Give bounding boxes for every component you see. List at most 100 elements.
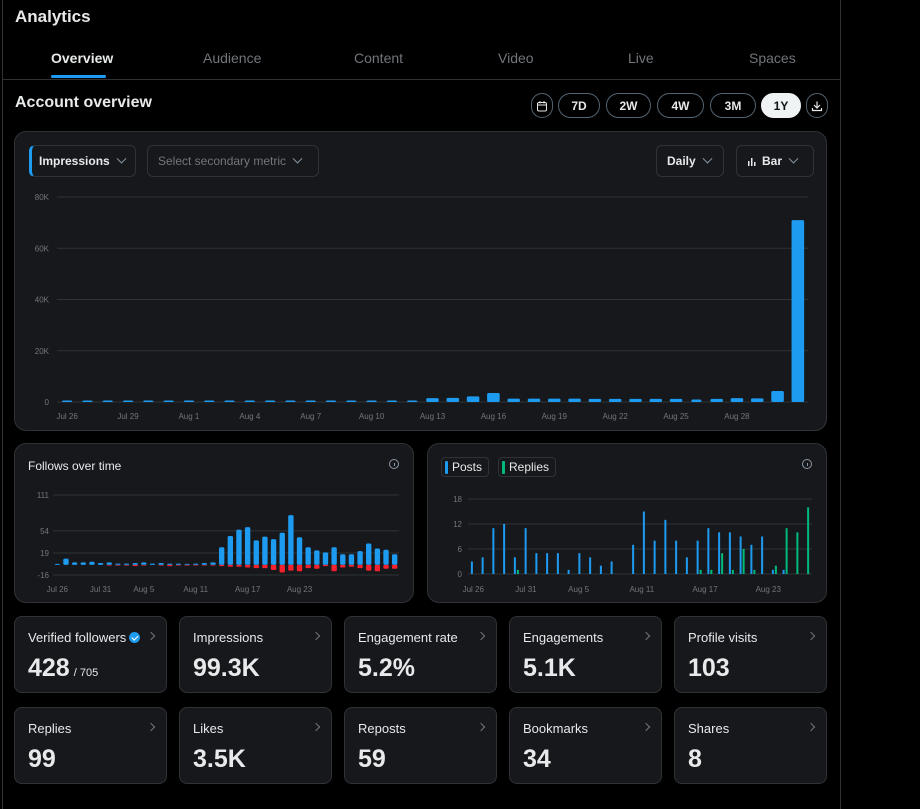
range-2w-button[interactable]: 2W [606,93,651,118]
tab-spaces[interactable]: Spaces [749,50,796,66]
legend-replies[interactable]: Replies [498,457,557,477]
stat-label: Impressions [193,630,263,645]
x-tick-label: Jul 29 [117,412,139,421]
follows-bar [193,563,199,565]
follows-bar [262,536,268,565]
follows-bar [374,548,381,565]
replies-bar [699,569,702,574]
range-7d-button[interactable]: 7D [558,93,600,118]
replies-bar [785,528,788,574]
posts-bar [513,557,516,574]
tab-overview[interactable]: Overview [51,50,114,66]
unfollows-bar [184,564,190,566]
follows-bar [244,527,251,565]
impressions-bar [62,400,73,402]
stat-card-engagements[interactable]: Engagements 5.1K [509,616,662,693]
calendar-button[interactable] [531,93,553,118]
stat-card-engagement-rate[interactable]: Engagement rate 5.2% [344,616,497,693]
stat-value-text: 99 [28,745,56,773]
stat-label-text: Engagements [523,630,604,645]
unfollows-bar [236,564,242,567]
tab-video[interactable]: Video [498,50,534,66]
unfollows-bar [331,564,337,572]
range-3m-button[interactable]: 3M [710,93,756,118]
primary-metric-dropdown[interactable]: Impressions [29,145,136,177]
stat-card-replies[interactable]: Replies 99 [14,707,167,784]
stat-card-likes[interactable]: Likes 3.5K [179,707,332,784]
stat-value: 428/ 705 [28,654,98,683]
info-icon[interactable] [389,459,399,469]
legend-posts[interactable]: Posts [441,457,490,477]
impressions-bar [244,400,255,402]
info-icon[interactable] [802,459,812,469]
secondary-metric-dropdown[interactable]: Select secondary metric [147,145,319,177]
stat-label-text: Reposts [358,721,406,736]
stat-card-shares[interactable]: Shares 8 [674,707,827,784]
stat-value: 8 [688,745,702,774]
x-tick-label: Aug 19 [542,412,568,421]
y-tick-label: 60K [35,244,50,253]
stat-label: Engagement rate [358,630,458,645]
range-1y-button[interactable]: 1Y [761,93,801,118]
stat-card-impressions[interactable]: Impressions 99.3K [179,616,332,693]
stat-value: 103 [688,654,730,683]
download-icon [811,101,823,111]
follows-bar [106,562,112,565]
y-tick-label: 54 [40,527,49,536]
x-tick-label: Aug 22 [602,412,628,421]
follows-bar [253,540,259,565]
legend-replies-label: Replies [509,460,550,474]
stat-value: 3.5K [193,745,246,774]
x-tick-label: Aug 13 [420,412,446,421]
stat-value: 5.1K [523,654,576,683]
tab-live[interactable]: Live [628,50,654,66]
stat-card-bookmarks[interactable]: Bookmarks 34 [509,707,662,784]
impressions-bar [507,398,520,402]
impressions-bar [407,400,418,402]
stat-card-profile-visits[interactable]: Profile visits 103 [674,616,827,693]
chevron-right-icon [311,631,321,641]
stat-label-text: Replies [28,721,72,736]
unfollows-bar [167,564,173,567]
chart-style-dropdown[interactable]: Bar [736,145,814,177]
stat-label: Bookmarks [523,721,588,736]
download-button[interactable] [806,93,828,118]
follows-bar [89,561,95,565]
tab-audience[interactable]: Audience [203,50,262,66]
stat-label-text: Verified followers [28,630,127,645]
stat-value-text: 103 [688,654,730,682]
impressions-bar [102,400,113,402]
stat-value-text: 5.2% [358,654,415,682]
stat-value: 99.3K [193,654,260,683]
tab-content[interactable]: Content [354,50,404,66]
posts-bar [481,557,484,574]
follows-bar [54,563,61,565]
unfollows-bar [141,564,147,566]
unfollows-bar [132,564,138,567]
secondary-metric-placeholder: Select secondary metric [158,154,287,168]
chevron-right-icon [806,631,816,641]
posts-bar [653,540,656,574]
unfollows-bar [288,564,294,571]
follows-bar [97,563,104,565]
unfollows-bar [244,564,251,568]
calendar-icon [537,100,547,111]
chevron-right-icon [146,631,156,641]
range-4w-button[interactable]: 4W [657,93,704,118]
stat-label-text: Bookmarks [523,721,589,736]
stat-value: 5.2% [358,654,415,683]
interval-dropdown[interactable]: Daily [656,145,724,177]
impressions-bar [608,398,622,402]
stat-card-reposts[interactable]: Reposts 59 [344,707,497,784]
verified-badge-icon [129,632,141,644]
stat-card-verified-followers[interactable]: Verified followers 428/ 705 [14,616,167,693]
unfollows-bar [374,564,381,572]
posts-bar [535,553,538,574]
impressions-bar [265,400,276,402]
bar-chart-icon [748,157,756,166]
stat-label: Replies [28,721,71,736]
replies-bar [753,569,756,574]
posts-bar [556,553,559,574]
unfollows-bar [193,564,199,566]
